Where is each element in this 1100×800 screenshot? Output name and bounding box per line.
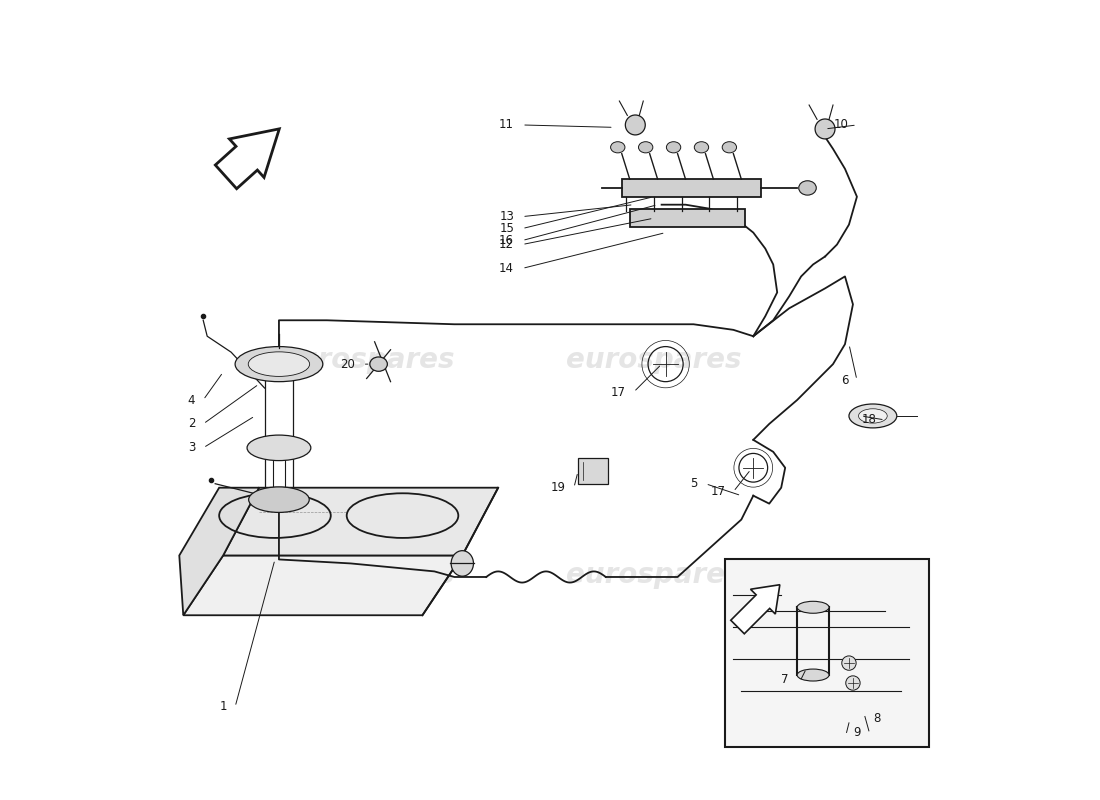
Text: 16: 16: [499, 234, 514, 247]
Text: eurospares: eurospares: [565, 346, 741, 374]
Text: 19: 19: [551, 481, 565, 494]
Polygon shape: [184, 555, 462, 615]
Ellipse shape: [849, 404, 896, 428]
Ellipse shape: [610, 142, 625, 153]
Text: 15: 15: [499, 222, 514, 235]
Ellipse shape: [249, 487, 309, 513]
Text: 14: 14: [499, 262, 514, 275]
Ellipse shape: [798, 602, 829, 614]
Text: 6: 6: [842, 374, 849, 386]
Ellipse shape: [235, 346, 322, 382]
Bar: [621, 179, 761, 197]
Polygon shape: [223, 488, 498, 555]
Text: 10: 10: [834, 118, 849, 131]
Text: eurospares: eurospares: [279, 562, 454, 590]
Ellipse shape: [249, 352, 309, 377]
Ellipse shape: [799, 181, 816, 195]
Ellipse shape: [798, 669, 829, 681]
Ellipse shape: [858, 409, 888, 423]
Bar: [578, 458, 608, 484]
Text: 3: 3: [188, 442, 195, 454]
Text: eurospares: eurospares: [279, 346, 454, 374]
Ellipse shape: [370, 357, 387, 371]
Text: 8: 8: [873, 712, 880, 726]
Ellipse shape: [694, 142, 708, 153]
Text: eurospares: eurospares: [565, 562, 741, 590]
Ellipse shape: [815, 119, 835, 139]
Text: 5: 5: [690, 478, 697, 490]
Text: 12: 12: [499, 238, 514, 251]
Ellipse shape: [667, 142, 681, 153]
Circle shape: [846, 676, 860, 690]
Text: 2: 2: [188, 418, 195, 430]
Text: 17: 17: [610, 386, 626, 398]
Polygon shape: [730, 585, 780, 634]
Text: 18: 18: [862, 414, 877, 426]
Ellipse shape: [723, 142, 737, 153]
Text: 7: 7: [781, 673, 789, 686]
Text: 20: 20: [340, 358, 354, 370]
Bar: [725, 559, 928, 746]
Text: 9: 9: [854, 726, 860, 739]
Text: 11: 11: [499, 118, 514, 131]
Bar: [629, 210, 746, 227]
Ellipse shape: [248, 435, 311, 461]
Text: 1: 1: [220, 701, 227, 714]
Ellipse shape: [638, 142, 652, 153]
Text: 17: 17: [711, 485, 725, 498]
Ellipse shape: [625, 115, 646, 135]
Polygon shape: [216, 129, 279, 189]
Polygon shape: [179, 488, 258, 615]
Text: 13: 13: [499, 210, 514, 223]
Circle shape: [842, 656, 856, 670]
Ellipse shape: [451, 550, 473, 576]
Text: 4: 4: [188, 394, 195, 406]
